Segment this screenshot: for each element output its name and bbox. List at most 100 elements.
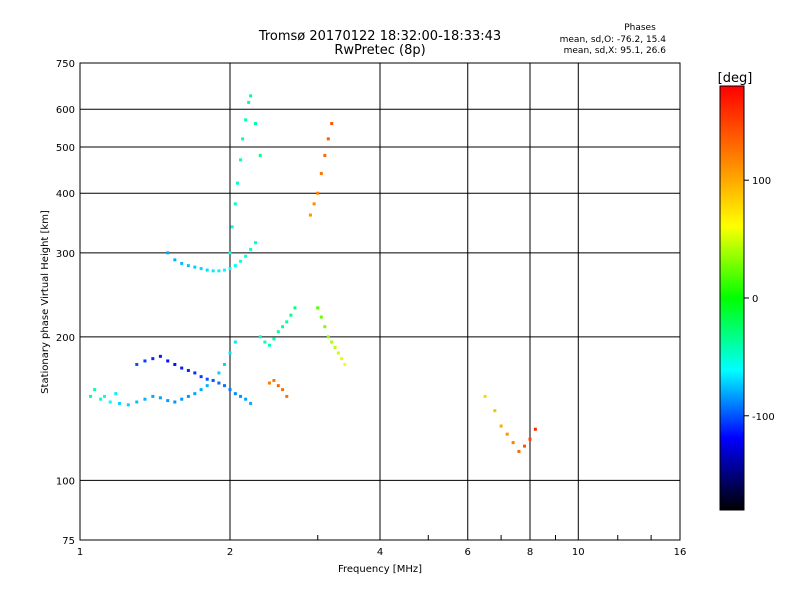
scatter-point — [173, 362, 177, 366]
scatter-point — [330, 122, 334, 126]
colorbar-tick-label: 100 — [752, 176, 771, 187]
scatter-point — [272, 337, 276, 341]
scatter-point — [173, 258, 177, 262]
scatter-point — [276, 330, 280, 334]
scatter-point — [135, 400, 139, 404]
x-axis-label: Frequency [MHz] — [338, 564, 422, 575]
ticks-layer: 1 2 4 6 8 10 16 75 100 200 300 400 500 600 750 — [56, 59, 686, 558]
scatter-point — [99, 397, 103, 401]
scatter-point — [186, 264, 190, 268]
scatter-point — [211, 378, 215, 382]
scatter-point — [166, 251, 170, 255]
scatter-point — [249, 247, 253, 251]
scatter-point — [285, 394, 289, 398]
scatter-point — [343, 362, 347, 366]
x-tick-label: 1 — [77, 547, 83, 558]
chart-subtitle: RwPretec (8p) — [334, 43, 425, 58]
y-tick-label: 600 — [56, 105, 75, 116]
y-axis-label: Stationary phase Virtual Height [km] — [40, 210, 51, 394]
scatter-point — [173, 400, 177, 404]
phases-header: Phases — [624, 23, 656, 33]
scatter-point — [103, 394, 107, 398]
y-tick-label: 75 — [62, 536, 75, 547]
y-tick-label: 300 — [56, 249, 75, 260]
x-tick-label: 8 — [527, 547, 533, 558]
phase-stats-o: mean, sd,O: -76.2, 15.4 — [560, 35, 667, 45]
scatter-point — [166, 359, 170, 363]
colorbar-ticks: 100 0 -100 — [744, 176, 775, 423]
scatter-point — [533, 427, 537, 431]
scatter-point — [205, 384, 209, 388]
y-tick-label: 100 — [56, 476, 75, 487]
scatter-point — [217, 371, 221, 375]
chart-title: Tromsø 20170122 18:32:00-18:33:43 — [258, 29, 501, 44]
scatter-point — [114, 392, 118, 396]
scatter-point — [244, 397, 248, 401]
scatter-point — [193, 392, 197, 396]
scatter-point — [199, 375, 203, 379]
scatter-point — [233, 264, 237, 268]
scatter-point — [186, 368, 190, 372]
scatter-point — [166, 399, 170, 403]
scatter-point — [193, 371, 197, 375]
points-layer — [89, 94, 537, 453]
scatter-point — [267, 343, 271, 347]
scatter-point — [323, 325, 327, 329]
x-tick-label: 10 — [572, 547, 585, 558]
scatter-point — [228, 267, 232, 271]
scatter-point — [233, 202, 237, 206]
scatter-point — [281, 388, 285, 392]
grid-layer — [80, 63, 680, 540]
scatter-point — [253, 122, 257, 126]
scatter-point — [239, 394, 243, 398]
scatter-point — [499, 424, 503, 428]
scatter-point — [333, 345, 337, 349]
scatter-point — [143, 397, 147, 401]
scatter-point — [180, 261, 184, 265]
scatter-point — [228, 388, 232, 392]
scatter-point — [180, 366, 184, 370]
scatter-point — [511, 441, 515, 445]
scatter-point — [505, 432, 509, 436]
scatter-point — [253, 241, 257, 245]
scatter-point — [205, 377, 209, 381]
scatter-point — [336, 351, 340, 355]
scatter-point — [235, 181, 239, 185]
colorbar — [719, 85, 745, 511]
scatter-point — [135, 362, 139, 366]
scatter-point — [308, 213, 312, 217]
scatter-point — [186, 394, 190, 398]
scatter-point — [89, 394, 93, 398]
scatter-point — [285, 320, 289, 324]
scatter-point — [180, 397, 184, 401]
scatter-point — [117, 401, 121, 405]
scatter-point — [199, 267, 203, 271]
scatter-point — [293, 306, 297, 310]
scatter-point — [289, 313, 293, 317]
scatter-point — [258, 153, 262, 157]
scatter-point — [316, 306, 320, 310]
scatter-point — [239, 259, 243, 263]
scatter-point — [223, 268, 227, 272]
x-tick-label: 4 — [377, 547, 383, 558]
scatter-point — [244, 118, 248, 122]
scatter-point — [326, 137, 330, 141]
scatter-point — [233, 340, 237, 344]
colorbar-tick-label: 0 — [752, 294, 758, 305]
scatter-point — [241, 137, 245, 141]
scatter-point — [247, 100, 251, 104]
scatter-point — [249, 401, 253, 405]
scatter-point — [263, 340, 267, 344]
scatter-point — [312, 202, 316, 206]
scatter-point — [126, 403, 130, 407]
scatter-point — [316, 191, 320, 195]
scatter-point — [223, 384, 227, 388]
scatter-point — [483, 394, 487, 398]
x-tick-label: 2 — [227, 547, 233, 558]
scatter-point — [217, 381, 221, 385]
scatter-point — [158, 396, 162, 400]
x-tick-label: 16 — [674, 547, 687, 558]
scatter-point — [281, 325, 285, 329]
y-tick-label: 500 — [56, 143, 75, 154]
y-tick-label: 750 — [56, 59, 75, 70]
